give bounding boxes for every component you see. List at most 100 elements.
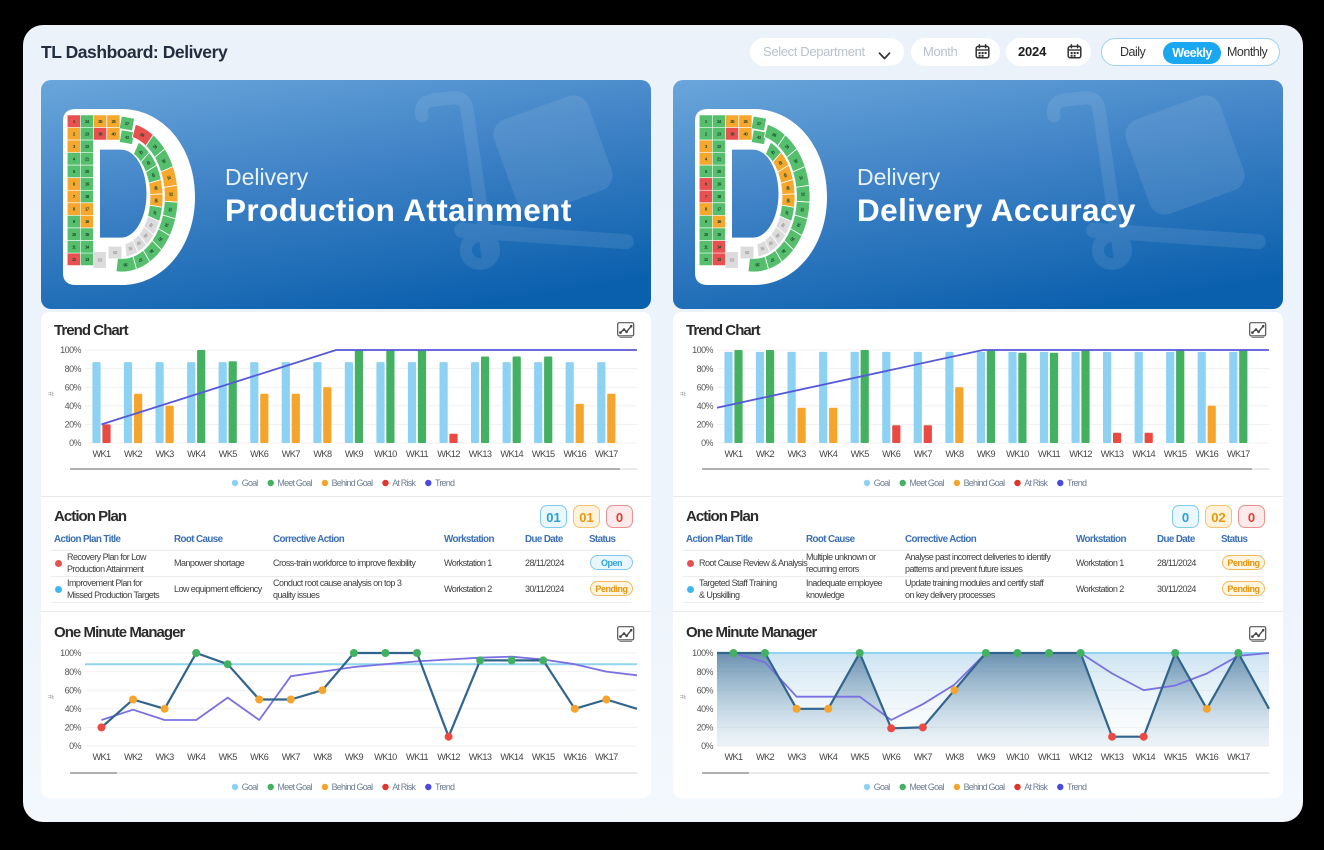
svg-text:WK17: WK17 — [595, 449, 618, 459]
svg-text:24: 24 — [85, 119, 90, 124]
svg-text:WK15: WK15 — [532, 449, 555, 459]
svg-text:23: 23 — [85, 131, 90, 136]
svg-text:35: 35 — [789, 236, 796, 243]
svg-text:0%: 0% — [701, 741, 713, 751]
svg-text:51: 51 — [127, 246, 133, 252]
svg-text:WK2: WK2 — [124, 752, 143, 762]
svg-text:44: 44 — [150, 172, 157, 179]
svg-text:27: 27 — [125, 121, 131, 127]
svg-text:WK11: WK11 — [406, 449, 428, 459]
svg-text:WK9: WK9 — [977, 752, 996, 762]
svg-text:53: 53 — [730, 258, 735, 263]
svg-text:#: # — [47, 391, 56, 396]
svg-text:52: 52 — [745, 250, 750, 255]
svg-text:WK14: WK14 — [1132, 752, 1155, 762]
svg-text:WK2: WK2 — [756, 449, 775, 459]
svg-text:WK3: WK3 — [156, 752, 175, 762]
svg-text:WK12: WK12 — [1069, 449, 1092, 459]
svg-text:4: 4 — [705, 156, 708, 161]
svg-text:49: 49 — [774, 232, 781, 239]
svg-text:WK6: WK6 — [250, 449, 269, 459]
svg-text:11: 11 — [72, 244, 77, 249]
svg-text:Meet Goal: Meet Goal — [909, 782, 944, 792]
svg-text:WK14: WK14 — [500, 449, 523, 459]
svg-text:8: 8 — [705, 207, 708, 212]
svg-text:80%: 80% — [697, 667, 714, 677]
svg-text:WK1: WK1 — [724, 752, 743, 762]
svg-text:18: 18 — [717, 194, 722, 199]
svg-text:WK9: WK9 — [345, 449, 364, 459]
svg-text:WK7: WK7 — [282, 449, 301, 459]
svg-text:7: 7 — [73, 194, 76, 199]
svg-text:WK1: WK1 — [92, 752, 111, 762]
svg-text:80%: 80% — [65, 364, 82, 374]
svg-text:WK3: WK3 — [156, 449, 175, 459]
svg-text:10: 10 — [72, 232, 77, 237]
svg-text:At Risk: At Risk — [1024, 782, 1048, 792]
svg-text:Trend: Trend — [435, 478, 455, 488]
svg-text:20: 20 — [85, 169, 90, 174]
svg-text:21: 21 — [85, 156, 90, 161]
svg-text:50: 50 — [767, 240, 774, 247]
svg-text:7: 7 — [705, 194, 708, 199]
svg-text:WK12: WK12 — [437, 752, 460, 762]
svg-text:3: 3 — [73, 144, 76, 149]
svg-text:WK8: WK8 — [313, 449, 332, 459]
svg-text:5: 5 — [705, 169, 708, 174]
svg-text:43: 43 — [777, 160, 784, 167]
svg-text:WK13: WK13 — [469, 752, 492, 762]
svg-text:41: 41 — [125, 135, 131, 141]
svg-text:37: 37 — [137, 257, 143, 263]
svg-text:WK17: WK17 — [595, 752, 618, 762]
svg-text:22: 22 — [85, 144, 90, 149]
svg-text:50: 50 — [135, 240, 142, 247]
svg-text:12: 12 — [72, 257, 77, 262]
svg-text:WK5: WK5 — [219, 449, 238, 459]
svg-text:1: 1 — [73, 119, 76, 124]
svg-text:Behind Goal: Behind Goal — [332, 478, 374, 488]
svg-text:42: 42 — [138, 149, 145, 156]
svg-text:Trend: Trend — [1067, 478, 1087, 488]
svg-text:WK15: WK15 — [532, 752, 555, 762]
svg-text:WK6: WK6 — [250, 752, 269, 762]
svg-text:15: 15 — [85, 232, 90, 237]
svg-text:6: 6 — [73, 182, 76, 187]
svg-text:#: # — [47, 694, 56, 699]
svg-text:48: 48 — [780, 222, 787, 229]
svg-text:36: 36 — [780, 248, 787, 255]
svg-text:WK16: WK16 — [563, 752, 586, 762]
svg-text:WK4: WK4 — [819, 449, 838, 459]
svg-text:Goal: Goal — [874, 478, 891, 488]
svg-text:WK7: WK7 — [282, 752, 301, 762]
svg-text:WK14: WK14 — [1132, 449, 1155, 459]
svg-text:WK9: WK9 — [345, 752, 364, 762]
svg-text:WK13: WK13 — [1101, 752, 1124, 762]
svg-text:WK12: WK12 — [437, 449, 460, 459]
svg-text:47: 47 — [152, 210, 158, 216]
svg-text:27: 27 — [757, 121, 763, 127]
svg-text:2: 2 — [73, 131, 76, 136]
svg-text:WK7: WK7 — [914, 752, 933, 762]
svg-text:48: 48 — [148, 222, 155, 229]
svg-text:16: 16 — [717, 219, 722, 224]
svg-text:26: 26 — [111, 119, 116, 124]
svg-text:33: 33 — [799, 207, 805, 213]
svg-text:3: 3 — [705, 144, 708, 149]
svg-text:34: 34 — [163, 222, 170, 229]
svg-text:WK9: WK9 — [977, 449, 996, 459]
svg-text:WK4: WK4 — [187, 752, 206, 762]
svg-text:WK8: WK8 — [945, 449, 964, 459]
svg-text:WK8: WK8 — [945, 752, 964, 762]
svg-text:WK13: WK13 — [469, 449, 492, 459]
svg-text:45: 45 — [785, 185, 791, 191]
svg-text:#: # — [679, 391, 688, 396]
svg-text:47: 47 — [784, 210, 790, 216]
svg-text:WK8: WK8 — [313, 752, 332, 762]
svg-text:42: 42 — [770, 149, 777, 156]
svg-text:WK5: WK5 — [219, 752, 238, 762]
svg-text:21: 21 — [717, 156, 722, 161]
svg-text:5: 5 — [73, 169, 76, 174]
svg-text:WK6: WK6 — [882, 752, 901, 762]
svg-text:37: 37 — [769, 257, 775, 263]
svg-text:39: 39 — [98, 131, 103, 136]
